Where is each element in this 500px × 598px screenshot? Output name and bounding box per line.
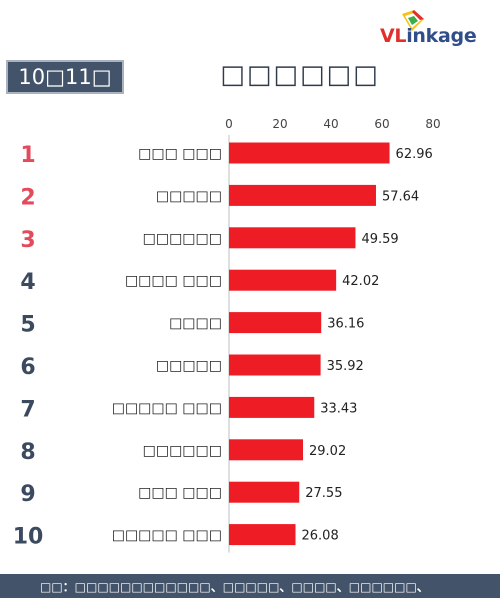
rank-number: 6 (20, 355, 35, 380)
value-label: 36.16 (327, 317, 364, 332)
category-label: □□□□□ □□□ (112, 400, 222, 416)
bar (229, 354, 321, 376)
bar (229, 142, 390, 164)
bar-chart: 0 20 40 60 801 □□□ □□□ 62.962 □□□□□ 57.643 □□□□□□… (13, 117, 441, 553)
value-label: 42.02 (342, 274, 379, 289)
value-label: 62.96 (396, 147, 433, 162)
category-label: □□□□ □□□ (125, 273, 222, 289)
x-tick-label: 20 (272, 117, 287, 131)
date-badge: 10□11□ (6, 60, 124, 94)
bar (229, 524, 296, 546)
rank-number: 8 (20, 440, 35, 465)
bar (229, 396, 315, 418)
value-label: 33.43 (320, 401, 357, 416)
rank-number: 3 (20, 228, 35, 253)
bar (229, 481, 300, 503)
category-label: □□□□□ □□□ (112, 528, 222, 544)
footnote: □□：□□□□□□□□□□□□、□□□□□、□□□□、□□□□□□、 (0, 574, 500, 598)
logo-mark-icon (402, 10, 424, 31)
value-label: 26.08 (302, 529, 339, 544)
value-label: 27.55 (305, 486, 342, 501)
category-label: □□□ □□□ (138, 485, 222, 501)
category-label: □□□ □□□ (138, 146, 222, 162)
category-label: □□□□□ (156, 358, 222, 374)
category-label: □□□□ (169, 316, 222, 332)
bar (229, 312, 322, 334)
x-tick-label: 80 (425, 117, 440, 131)
rank-number: 7 (20, 397, 35, 422)
logo-text: VLinkage (380, 25, 477, 47)
x-tick-label: 0 (225, 117, 233, 131)
bar (229, 269, 337, 291)
category-label: □□□□□□ (143, 231, 222, 247)
bar (229, 227, 356, 249)
x-tick-label: 40 (323, 117, 338, 131)
value-label: 35.92 (327, 359, 364, 374)
value-label: 29.02 (309, 444, 346, 459)
rank-number: 2 (20, 185, 35, 210)
bar (229, 439, 304, 461)
vlinkage-logo: VLinkage (380, 8, 492, 48)
category-label: □□□□□ (156, 188, 222, 204)
rank-number: 10 (13, 525, 44, 550)
rank-number: 1 (20, 143, 35, 168)
rank-number: 5 (20, 313, 35, 338)
page-title: □□□□□□ (220, 60, 380, 90)
value-label: 49.59 (361, 232, 398, 247)
bar (229, 184, 376, 206)
category-label: □□□□□□ (143, 443, 222, 459)
rank-number: 4 (20, 270, 35, 295)
x-tick-label: 60 (374, 117, 389, 131)
value-label: 57.64 (382, 189, 419, 204)
rank-number: 9 (20, 482, 35, 507)
